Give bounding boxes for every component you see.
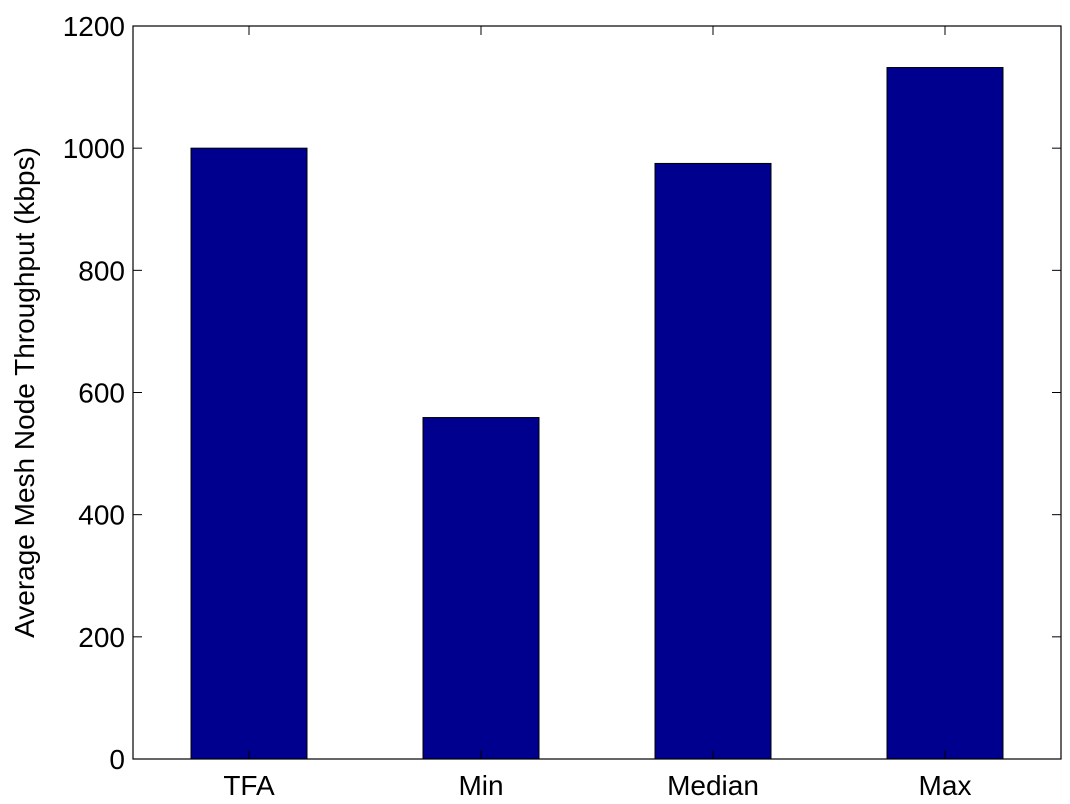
ticks-group xyxy=(133,25,1061,760)
bars-group xyxy=(190,67,1004,760)
bar-max xyxy=(886,67,1004,760)
y-tick-label: 200 xyxy=(78,622,125,653)
x-tick-label: Min xyxy=(458,770,503,801)
x-tick-labels: TFA Min Median Max xyxy=(223,770,971,801)
bar-tfa xyxy=(190,147,308,760)
x-tick-label: Median xyxy=(667,770,759,801)
y-tick-label: 1000 xyxy=(63,133,125,164)
bar-min xyxy=(422,417,540,760)
y-tick-label: 0 xyxy=(109,744,125,775)
y-tick-label: 1200 xyxy=(63,11,125,42)
x-tick-label: TFA xyxy=(223,770,275,801)
y-tick-label: 600 xyxy=(78,378,125,409)
y-tick-labels: 0 200 400 600 800 1000 1200 xyxy=(63,11,125,775)
y-tick-label: 400 xyxy=(78,500,125,531)
bar-median xyxy=(654,162,772,760)
y-axis-label: Average Mesh Node Throughput (kbps) xyxy=(9,147,40,638)
y-tick-label: 800 xyxy=(78,255,125,286)
x-tick-label: Max xyxy=(919,770,972,801)
